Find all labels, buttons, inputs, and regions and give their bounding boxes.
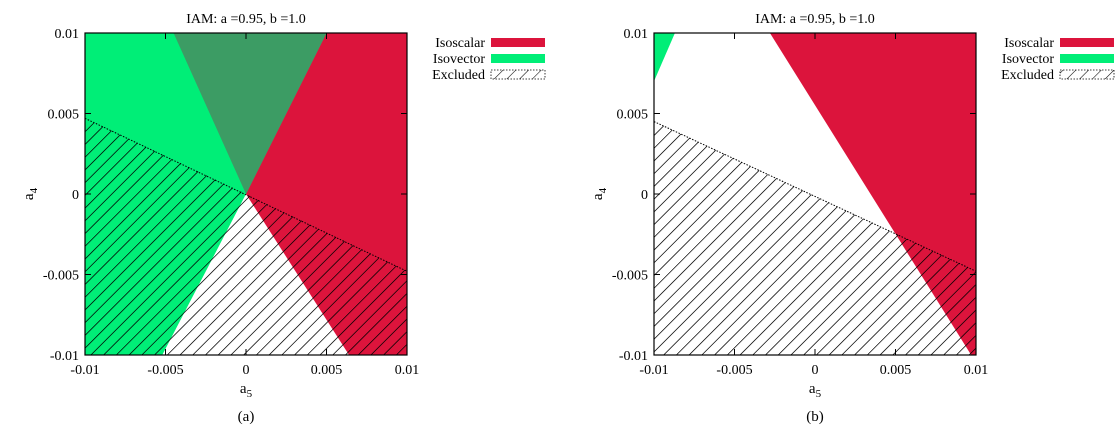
y-tick-label: -0.01: [619, 349, 648, 364]
legend-label-isoscalar: Isoscalar: [435, 36, 485, 51]
panel-label: (b): [806, 409, 824, 425]
regions: [85, 33, 407, 355]
legend-label-excluded: Excluded: [432, 68, 485, 83]
legend-label-isovector: Isovector: [433, 52, 485, 67]
legend-swatch-isoscalar: [1060, 38, 1114, 47]
legend-swatch-excluded: [1059, 69, 1115, 80]
x-tick-label: -0.005: [716, 363, 752, 378]
x-tick-label: -0.01: [70, 363, 99, 378]
y-tick-label: 0.005: [48, 108, 80, 123]
x-tick-label: 0: [812, 363, 819, 378]
y-tick-label: -0.005: [43, 269, 79, 284]
x-tick-label: 0: [243, 363, 250, 378]
excluded-boundary: [654, 121, 976, 272]
x-axis-label: a5: [240, 381, 253, 400]
hatch-region-excluded: [654, 121, 976, 355]
y-axis-label: a4: [21, 187, 40, 200]
x-tick-label: 0.01: [964, 363, 989, 378]
region-region-isovector: [654, 33, 675, 82]
x-tick-label: 0.005: [880, 363, 912, 378]
region-overlap: [173, 33, 327, 194]
chart-title: IAM: a =0.95, b =1.0: [755, 12, 875, 27]
legend-label-excluded: Excluded: [1001, 68, 1054, 83]
legend-swatch-isovector: [1060, 54, 1114, 63]
excluded-boundary: [85, 117, 407, 272]
y-axis-label: a4: [590, 187, 609, 200]
regions: [654, 33, 976, 355]
y-tick-label: 0.005: [617, 108, 649, 123]
x-tick-label: 0.01: [395, 363, 420, 378]
chart-panel-1: -0.01 -0.005 0 0.005 0.01 -0.01 -0.005 0 0.005 0.…: [590, 12, 1115, 425]
chart-title: IAM: a =0.95, b =1.0: [186, 12, 306, 27]
x-tick-label: -0.005: [147, 363, 183, 378]
chart-panel-0: -0.01 -0.005 0 0.005 0.01 -0.01 -0.005 0 0.005 0.…: [21, 12, 546, 425]
y-tick-label: -0.01: [50, 349, 79, 364]
hatch-region-excluded: [85, 118, 407, 355]
y-tick-label: 0.01: [55, 27, 80, 42]
legend-swatch-isoscalar: [491, 38, 545, 47]
x-axis-label: a5: [809, 381, 822, 400]
legend-swatch-excluded: [490, 69, 546, 80]
x-tick-label: -0.01: [639, 363, 668, 378]
legend-swatch-isovector: [491, 54, 545, 63]
y-tick-label: 0: [72, 188, 79, 203]
y-tick-label: -0.005: [612, 269, 648, 284]
panel-label: (a): [238, 409, 255, 425]
legend-label-isoscalar: Isoscalar: [1004, 36, 1054, 51]
x-tick-label: 0.005: [311, 363, 343, 378]
legend-label-isovector: Isovector: [1002, 52, 1054, 67]
y-tick-label: 0: [641, 188, 648, 203]
y-tick-label: 0.01: [624, 27, 649, 42]
